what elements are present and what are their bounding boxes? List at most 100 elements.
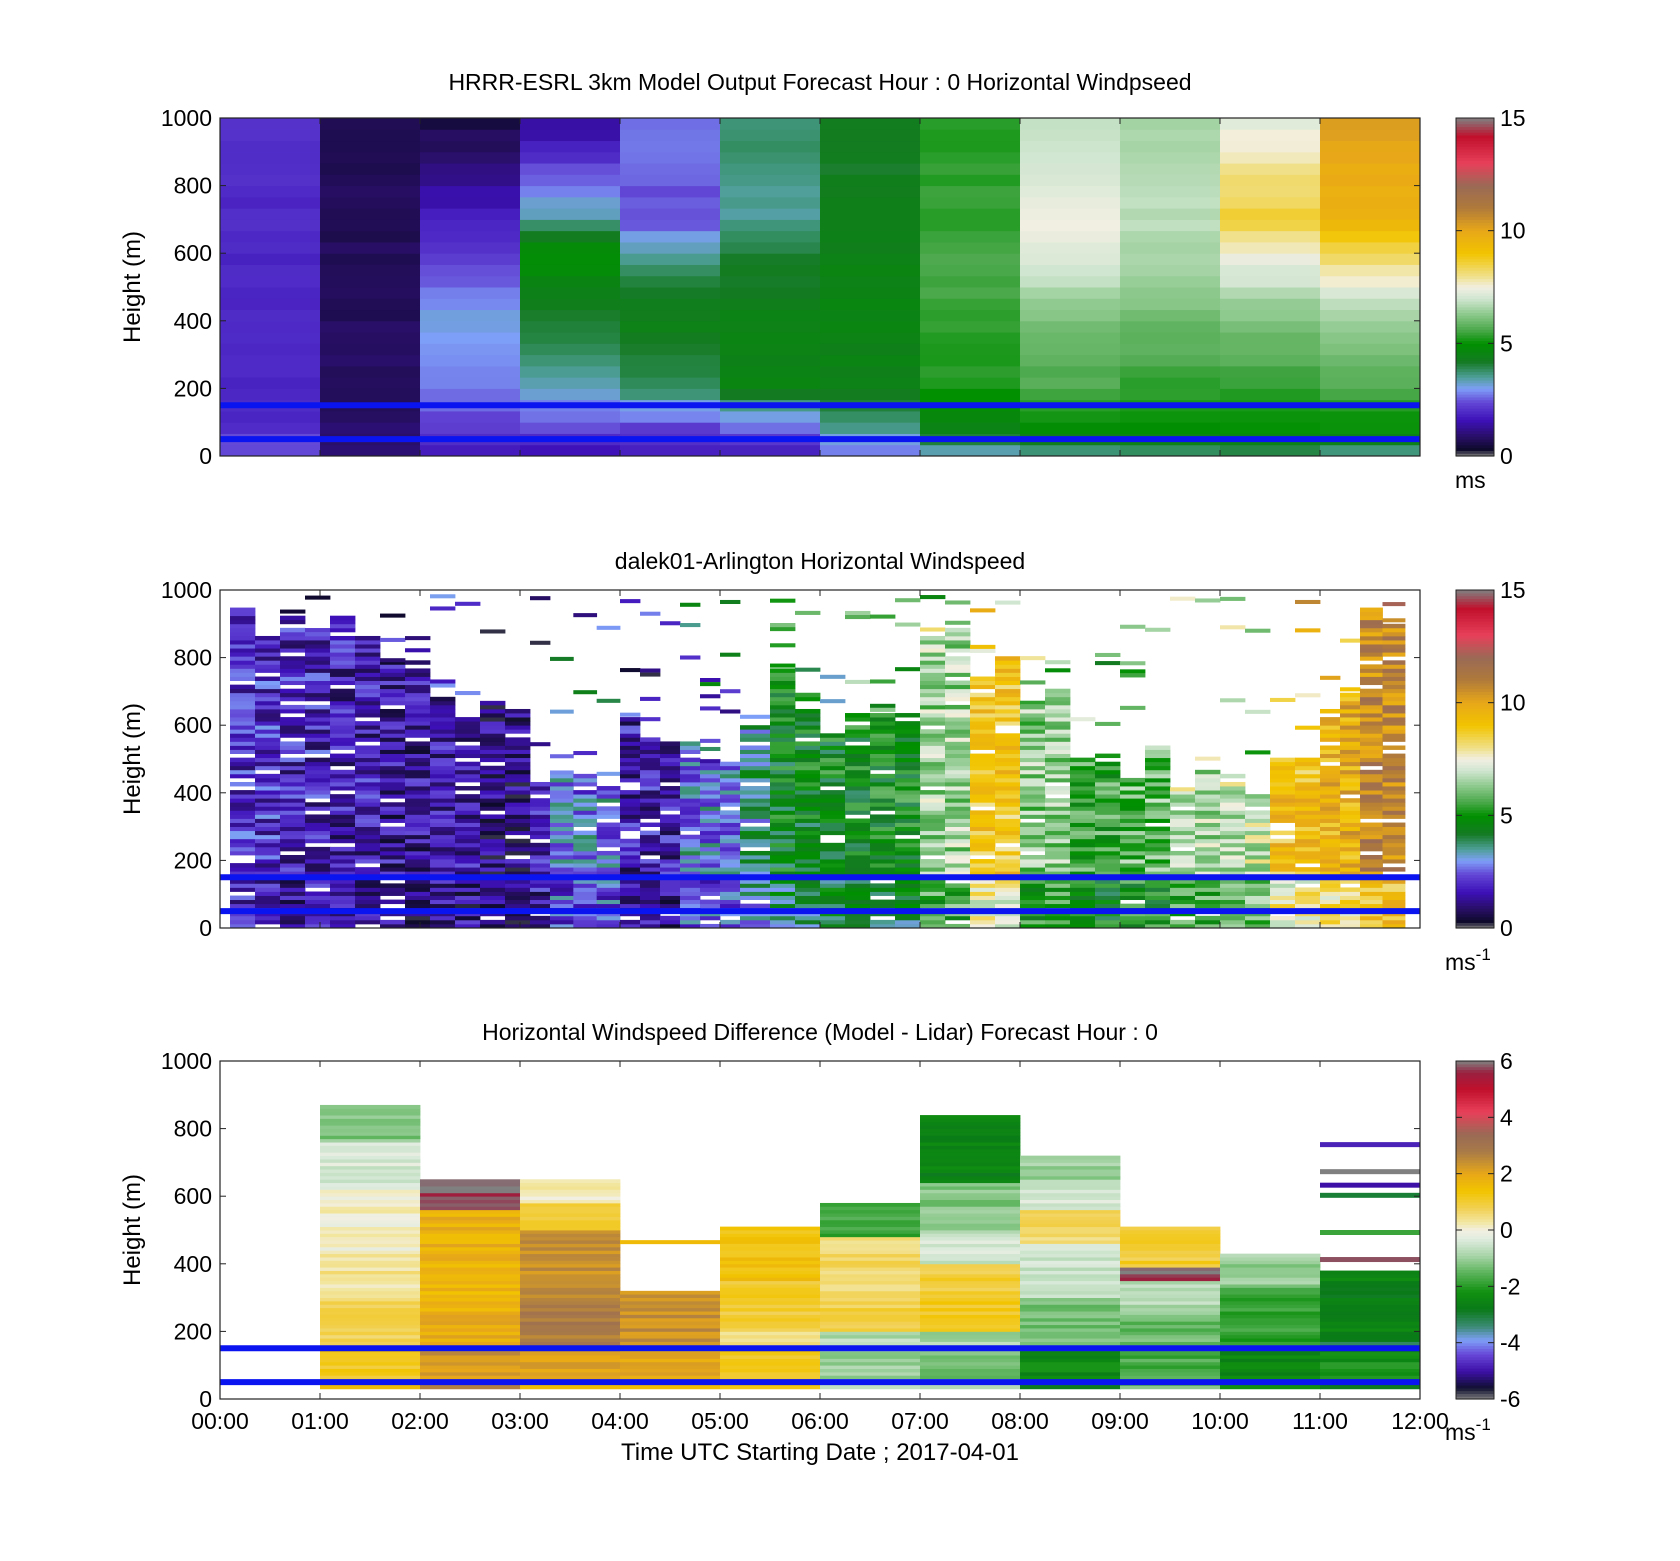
heatmap-cell <box>1145 863 1171 868</box>
colorbar-swatch <box>1456 618 1494 622</box>
heatmap-cell <box>720 388 821 401</box>
heatmap-cell <box>230 652 256 657</box>
colorbar-swatch <box>1456 1286 1494 1290</box>
heatmap-cell <box>1360 745 1383 750</box>
colorbar-swatch <box>1456 315 1494 319</box>
heatmap-cell <box>1382 879 1406 884</box>
heatmap-cell <box>740 729 771 734</box>
heatmap-cell <box>970 692 996 698</box>
colorbar-swatch <box>1456 179 1494 184</box>
heatmap-cell <box>770 790 796 795</box>
heatmap-cell <box>795 777 821 783</box>
heatmap-cell <box>1195 891 1221 896</box>
heatmap-cell <box>220 253 321 265</box>
heatmap-cell <box>255 777 281 783</box>
heatmap-cell <box>720 1358 821 1363</box>
heatmap-cell <box>505 810 531 815</box>
heatmap-cell <box>1045 753 1071 759</box>
heatmap-cell <box>520 264 621 277</box>
heatmap-cell <box>420 1240 521 1244</box>
heatmap-cell <box>970 765 996 771</box>
heatmap-cell <box>455 838 481 844</box>
colorbar-swatch <box>1456 657 1494 662</box>
heatmap-cell <box>1145 899 1171 905</box>
heatmap-cell <box>230 810 256 815</box>
heatmap-cell <box>740 871 771 876</box>
heatmap-cell <box>520 185 621 198</box>
heatmap-cell-sparse <box>945 600 971 605</box>
heatmap-cell <box>820 1206 921 1211</box>
heatmap-cell <box>995 773 1021 779</box>
heatmap-cell <box>945 777 971 783</box>
heatmap-cell <box>1120 1361 1221 1366</box>
heatmap-cell <box>1220 842 1246 848</box>
heatmap-cell <box>1360 786 1383 791</box>
heatmap-cell <box>1095 786 1121 791</box>
heatmap-cell <box>1195 895 1221 901</box>
heatmap-cell <box>920 761 946 767</box>
heatmap-cell <box>1220 1273 1321 1278</box>
heatmap-cell <box>845 733 871 738</box>
heatmap-cell <box>380 786 406 791</box>
heatmap-cell <box>1020 332 1121 344</box>
heatmap-cell <box>1195 887 1221 892</box>
heatmap-cell <box>420 1321 521 1326</box>
heatmap-cell <box>1220 826 1246 832</box>
heatmap-cell <box>230 838 256 844</box>
heatmap-cell <box>680 883 701 888</box>
heatmap-cell <box>305 749 331 754</box>
heatmap-cell <box>330 717 356 722</box>
heatmap-cell <box>420 1270 521 1275</box>
heatmap-cell <box>455 765 481 771</box>
heatmap-cell <box>920 814 946 819</box>
heatmap-cell <box>1020 814 1046 819</box>
heatmap-cell-sparse <box>1045 660 1071 665</box>
heatmap-cell <box>230 765 256 771</box>
heatmap-cell <box>1145 814 1171 819</box>
heatmap-cell <box>1120 1334 1221 1339</box>
colorbar-swatch <box>1456 241 1494 246</box>
heatmap-cell <box>1120 867 1146 872</box>
heatmap-cell <box>520 377 621 389</box>
heatmap-cell <box>230 850 256 856</box>
colorbar-swatch <box>1456 450 1494 454</box>
heatmap-cell <box>520 118 621 130</box>
heatmap-cell <box>1070 798 1096 803</box>
heatmap-cell <box>1120 1351 1221 1356</box>
heatmap-cell <box>1070 810 1096 815</box>
heatmap-cell <box>1195 838 1221 844</box>
heatmap-cell <box>530 871 551 876</box>
heatmap-cell-sparse <box>720 689 741 694</box>
heatmap-cell <box>455 883 481 888</box>
heatmap-cell <box>305 668 331 673</box>
heatmap-cell <box>620 1385 721 1390</box>
heatmap-cell <box>1120 298 1221 311</box>
heatmap-cell <box>795 871 821 876</box>
heatmap-cell <box>280 745 306 750</box>
colorbar-swatch <box>1456 1317 1494 1321</box>
heatmap-cell <box>720 899 741 905</box>
heatmap-cell <box>920 1233 1021 1238</box>
heatmap-cell-sparse <box>530 742 551 747</box>
heatmap-cell <box>405 814 431 819</box>
heatmap-cell <box>820 1304 921 1309</box>
heatmap-cell <box>320 388 421 401</box>
heatmap-cell <box>1320 253 1421 265</box>
heatmap-cell <box>845 773 871 779</box>
heatmap-cell <box>970 895 996 901</box>
heatmap-cell <box>820 1338 921 1342</box>
heatmap-cell <box>1145 915 1171 921</box>
heatmap-cell <box>660 814 681 819</box>
heatmap-cell <box>520 1216 621 1221</box>
heatmap-cell <box>740 773 771 779</box>
heatmap-cell <box>505 798 531 803</box>
heatmap-cell <box>305 883 331 888</box>
heatmap-cell <box>945 790 971 795</box>
heatmap-cell <box>455 773 481 779</box>
colorbar-swatch <box>1456 354 1494 359</box>
heatmap-cell <box>720 781 741 787</box>
heatmap-cell <box>945 818 971 823</box>
heatmap-cell <box>920 1341 1021 1346</box>
heatmap-cell <box>520 1206 621 1211</box>
heatmap-cell <box>945 761 971 767</box>
